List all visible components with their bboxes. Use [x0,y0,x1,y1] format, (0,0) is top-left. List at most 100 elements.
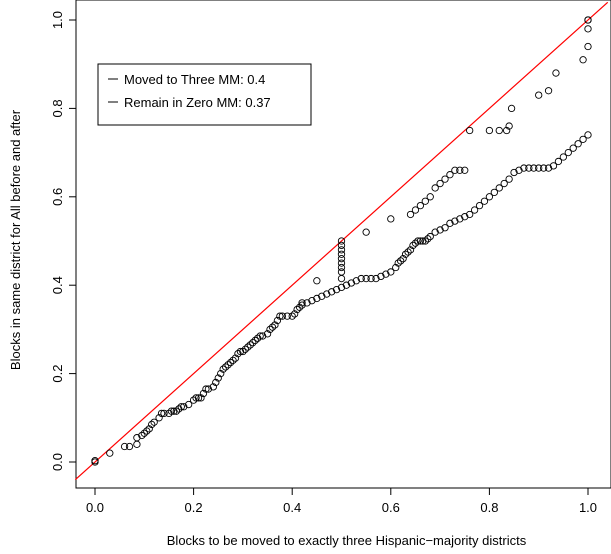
data-point [552,69,560,77]
data-point [456,166,464,174]
data-point [401,250,410,258]
data-point [564,148,572,157]
data-point [362,274,370,283]
data-point [419,237,427,245]
data-point [579,56,587,64]
data-point [475,201,484,210]
data-point [510,168,518,177]
data-point [377,272,385,281]
y-axis-title: Blocks in same district for All before a… [8,109,23,370]
data-point [256,332,264,340]
data-point [194,394,203,402]
data-point [313,294,321,303]
data-point [505,175,513,183]
data-point [382,270,390,278]
data-point [421,197,429,205]
legend-label-moved: Moved to Three MM: 0.4 [124,72,265,87]
data-point [431,184,439,192]
data-point [219,365,227,373]
data-point [234,350,242,358]
data-point [441,175,449,183]
data-point [332,285,341,294]
data-point [337,237,346,245]
data-point [199,389,208,398]
data-point [495,126,503,135]
data-point [535,91,543,99]
data-point [209,383,217,391]
legend-label-remain: Remain in Zero MM: 0.37 [124,95,271,110]
data-point [397,257,405,265]
data-point [337,283,346,292]
x-tick-label: 0.8 [480,500,498,515]
data-point [461,213,469,221]
y-tick-label: 0.8 [50,99,65,117]
data-point [236,347,245,356]
data-point [525,164,533,172]
data-point [254,334,262,342]
data-point [485,126,494,135]
data-point [357,274,365,283]
data-point [249,339,257,347]
data-point [293,305,301,314]
data-point [268,323,277,331]
data-point [520,164,528,172]
x-tick-label: 0.6 [382,500,400,515]
data-point [372,274,380,283]
data-point [180,403,188,411]
data-point [549,162,558,170]
data-point [217,369,225,378]
data-point [337,263,346,272]
data-point [150,418,158,426]
data-point [500,179,508,188]
data-point [337,246,346,254]
data-point [362,228,370,236]
data-point [367,274,375,283]
data-point [446,171,454,179]
data-point [409,241,417,250]
data-point [185,400,193,409]
data-point [251,336,259,345]
data-point [276,312,284,320]
data-point [192,394,200,402]
data-point [416,237,425,245]
data-point [507,104,516,113]
y-axis: 0.0 0.2 0.4 0.6 0.8 1.0 [50,11,77,471]
data-point [202,385,210,393]
data-point [323,290,331,298]
data-point [347,279,356,287]
data-point [160,409,168,418]
data-point [175,405,183,413]
data-point [466,210,474,219]
data-point [125,442,134,451]
data-point [544,164,553,172]
data-point [337,268,346,276]
reference-line [74,1,609,481]
data-point [387,268,395,276]
data-point [231,354,240,362]
data-point [241,345,250,353]
data-point [157,409,166,418]
data-point [424,235,432,243]
data-point [221,363,230,371]
data-point [394,259,402,267]
data-point [569,144,577,152]
data-point [530,164,538,172]
data-point [145,425,153,433]
data-point [466,126,474,135]
legend-box [97,63,312,126]
data-point [224,361,232,369]
data-point [170,407,178,415]
data-point [143,427,151,435]
x-tick-label: 0.2 [185,500,203,515]
data-point [246,341,254,349]
data-point [490,188,498,197]
data-point [298,299,306,307]
y-tick-label: 1.0 [50,11,65,29]
data-point [133,434,141,442]
x-axis: 0.0 0.2 0.4 0.6 0.8 1.0 [86,487,597,515]
x-tick-label: 1.0 [579,500,597,515]
data-point [212,378,220,387]
data-point [411,239,420,247]
data-point [226,358,235,367]
